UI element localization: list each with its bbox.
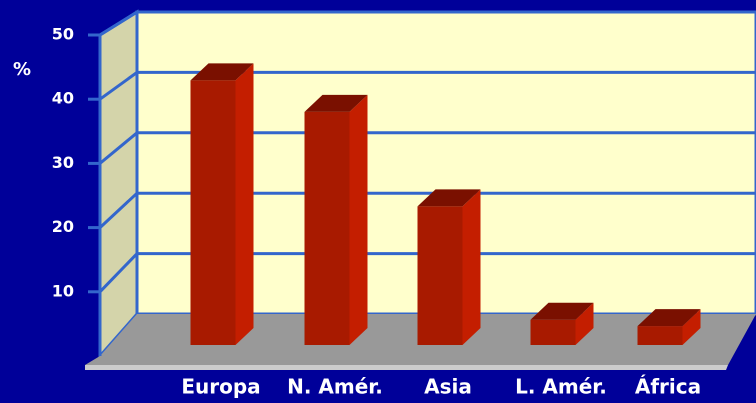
bar-top xyxy=(417,189,481,207)
y-axis-label: % xyxy=(13,59,31,80)
bar xyxy=(530,319,576,345)
x-tick-label: Europa xyxy=(181,375,260,399)
y-tick-label: 30 xyxy=(52,153,74,172)
bar-top xyxy=(304,94,368,112)
bar-side xyxy=(349,94,368,346)
y-tick-label: 40 xyxy=(52,89,74,108)
bar-side xyxy=(462,189,481,345)
grid-line xyxy=(99,70,756,101)
grid-line xyxy=(99,10,756,37)
bar-top xyxy=(637,309,701,327)
floor-edge xyxy=(85,365,728,370)
grid-line xyxy=(98,252,756,293)
grid-line xyxy=(98,191,756,229)
bar xyxy=(190,80,236,346)
bar-side xyxy=(682,309,701,345)
x-tick-label: África xyxy=(635,375,701,399)
grid-line xyxy=(99,131,756,165)
y-tick-label: 10 xyxy=(52,281,74,300)
x-tick-label: N. Amér. xyxy=(287,375,383,399)
bar xyxy=(637,326,683,345)
bar-top xyxy=(530,302,594,320)
bar xyxy=(304,111,350,346)
bar-top xyxy=(190,63,254,81)
y-tick-label: 20 xyxy=(52,217,74,236)
y-tick-label: 50 xyxy=(52,25,74,44)
bar xyxy=(417,206,463,345)
bar-side xyxy=(575,302,594,345)
bar-side xyxy=(235,63,254,346)
x-tick-label: L. Amér. xyxy=(515,375,607,399)
side-wall xyxy=(98,9,139,360)
x-tick-label: Asia xyxy=(424,375,472,399)
